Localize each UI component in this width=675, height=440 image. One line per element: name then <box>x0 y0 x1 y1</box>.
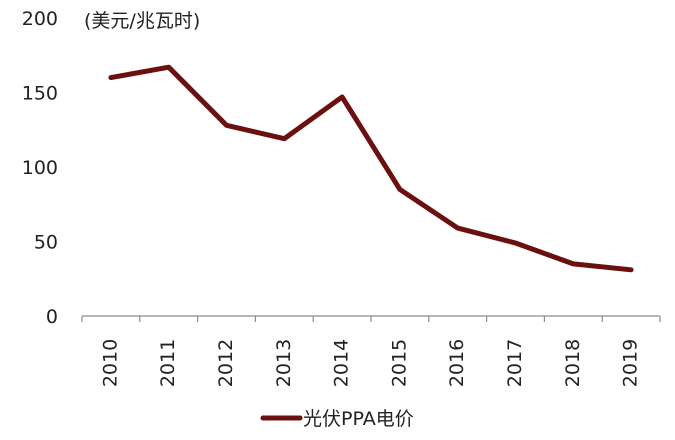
x-tick-label: 2017 <box>504 339 526 387</box>
x-tick-label: 2012 <box>215 339 237 387</box>
y-tick-label: 150 <box>22 83 58 105</box>
x-tick-label: 2018 <box>562 339 584 387</box>
y-tick-label: 50 <box>34 232 58 254</box>
x-tick-label: 2019 <box>620 339 642 387</box>
y-axis-ticks: 0 50 100 150 200 <box>22 8 58 328</box>
legend-label: 光伏PPA电价 <box>303 408 414 430</box>
x-axis: 2010 2011 2012 2013 2014 2015 2016 2017 2018 2019 <box>81 315 661 387</box>
x-tick-label: 2014 <box>331 339 353 387</box>
y-tick-label: 200 <box>22 8 58 30</box>
x-tick-label: 2016 <box>446 339 468 387</box>
y-tick-label: 0 <box>46 306 58 328</box>
x-tick-label: 2011 <box>157 339 179 387</box>
legend: 光伏PPA电价 <box>260 408 414 430</box>
x-tick-label: 2015 <box>388 339 410 387</box>
x-tick-label: 2013 <box>273 339 295 387</box>
y-tick-label: 100 <box>22 157 58 179</box>
series-line <box>108 64 634 273</box>
y-axis-unit-label: (美元/兆瓦时) <box>84 10 200 32</box>
series-lines <box>108 64 634 273</box>
x-tick-label: 2010 <box>99 339 121 387</box>
